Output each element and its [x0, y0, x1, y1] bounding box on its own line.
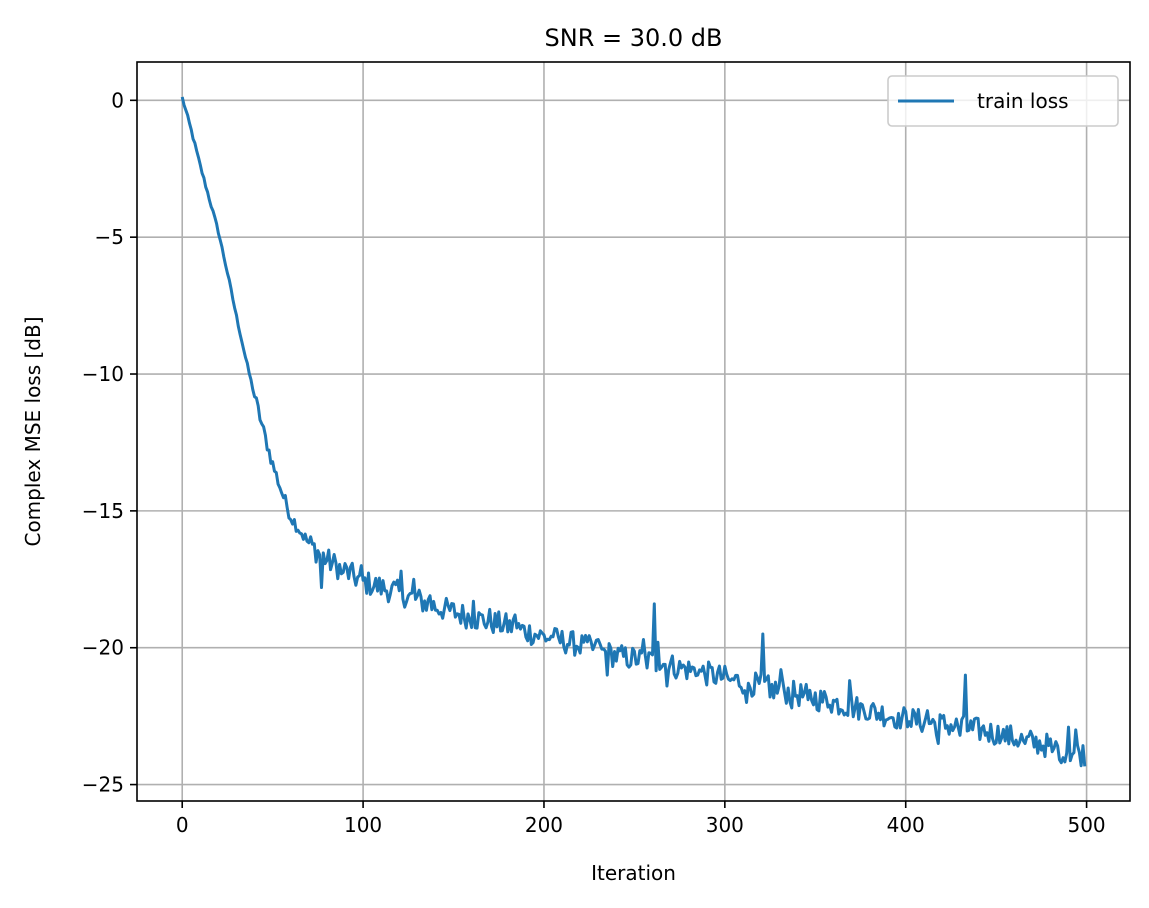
x-tick-label: 400	[887, 813, 925, 837]
x-tick-label: 300	[706, 813, 744, 837]
chart-title: SNR = 30.0 dB	[545, 24, 723, 52]
y-tick-label: −10	[82, 362, 124, 386]
y-axis-label: Complex MSE loss [dB]	[21, 316, 45, 546]
x-tick-label: 0	[176, 813, 189, 837]
y-tick-label: −20	[82, 636, 124, 660]
y-tick-label: −5	[95, 225, 124, 249]
tick-labels: 0 100 200 300 400 500 0 −5 −10 −15 −20 −25	[82, 88, 1106, 837]
grid-lines	[137, 62, 1130, 801]
series-line-train-loss	[180, 96, 1087, 768]
legend-box	[887, 75, 1119, 127]
x-tick-label: 200	[525, 813, 563, 837]
legend-label-train-loss: train loss	[977, 89, 1069, 113]
axes-frame	[136, 61, 1131, 802]
y-tick-label: −15	[82, 499, 124, 523]
x-tick-label: 100	[344, 813, 382, 837]
y-tick-label: 0	[111, 88, 124, 112]
x-tick-label: 500	[1067, 813, 1105, 837]
axes	[130, 61, 1131, 808]
legend: train loss	[887, 75, 1119, 127]
y-tick-label: −25	[82, 773, 124, 797]
plot-area	[180, 96, 1087, 768]
x-axis-label: Iteration	[591, 861, 676, 885]
